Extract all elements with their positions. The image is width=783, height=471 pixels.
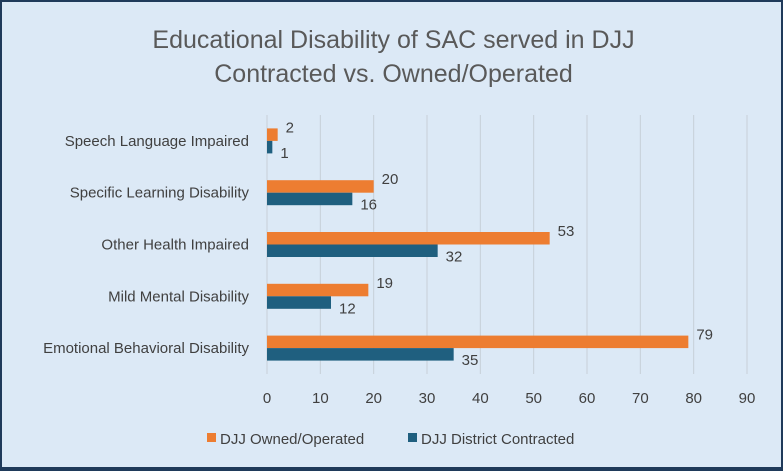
data-labels: 2 1 20 16 53 32 19 12 79 35 <box>280 119 713 369</box>
bar-district-contracted <box>267 244 438 257</box>
bars <box>267 128 689 361</box>
legend-item-owned-operated: DJJ Owned/Operated <box>220 431 364 448</box>
data-label: 2 <box>286 119 294 136</box>
legend-swatch <box>207 433 216 442</box>
legend-item-district-contracted: DJJ District Contracted <box>421 431 574 448</box>
x-tick-label: 80 <box>685 390 702 407</box>
x-tick-label: 20 <box>365 390 382 407</box>
x-tick-label: 70 <box>632 390 649 407</box>
data-label: 35 <box>462 352 479 369</box>
chart-title-line-1: Educational Disability of SAC served in … <box>152 26 634 54</box>
category-labels: Speech Language Impaired Specific Learnin… <box>43 133 249 357</box>
x-tick-label: 10 <box>312 390 329 407</box>
bar-owned-operated <box>267 283 369 297</box>
category-label: Speech Language Impaired <box>65 133 249 150</box>
bar-district-contracted <box>267 192 353 206</box>
x-tick-label: 40 <box>472 390 489 407</box>
bar-owned-operated <box>267 128 278 141</box>
data-label: 12 <box>339 300 356 317</box>
category-label: Other Health Impaired <box>101 237 249 254</box>
category-label: Emotional Behavioral Disability <box>43 340 249 357</box>
x-tick-label: 0 <box>263 390 271 407</box>
data-label: 16 <box>360 197 377 214</box>
bar-owned-operated <box>267 180 374 193</box>
data-label: 53 <box>558 223 575 240</box>
category-label: Mild Mental Disability <box>108 288 249 305</box>
data-label: 20 <box>382 171 399 188</box>
x-tick-label: 90 <box>739 390 756 407</box>
bar-owned-operated <box>267 335 689 349</box>
x-tick-label: 30 <box>419 390 436 407</box>
data-label: 79 <box>696 327 713 344</box>
bar-district-contracted <box>267 348 454 361</box>
data-label: 32 <box>446 249 463 266</box>
data-label: 1 <box>280 145 288 162</box>
legend-swatch <box>408 433 417 442</box>
x-tick-label: 60 <box>579 390 596 407</box>
x-tick-label: 50 <box>525 390 542 407</box>
chart-title-line-2: Contracted vs. Owned/Operated <box>214 60 573 88</box>
legend: DJJ Owned/Operated DJJ District Contracte… <box>207 431 574 448</box>
x-axis-ticks: 0 10 20 30 40 50 60 70 80 90 <box>263 390 756 407</box>
bar-district-contracted <box>267 296 331 309</box>
bar-district-contracted <box>267 140 273 154</box>
category-label: Specific Learning Disability <box>70 185 250 202</box>
data-label: 19 <box>376 275 393 292</box>
bar-owned-operated <box>267 232 550 245</box>
